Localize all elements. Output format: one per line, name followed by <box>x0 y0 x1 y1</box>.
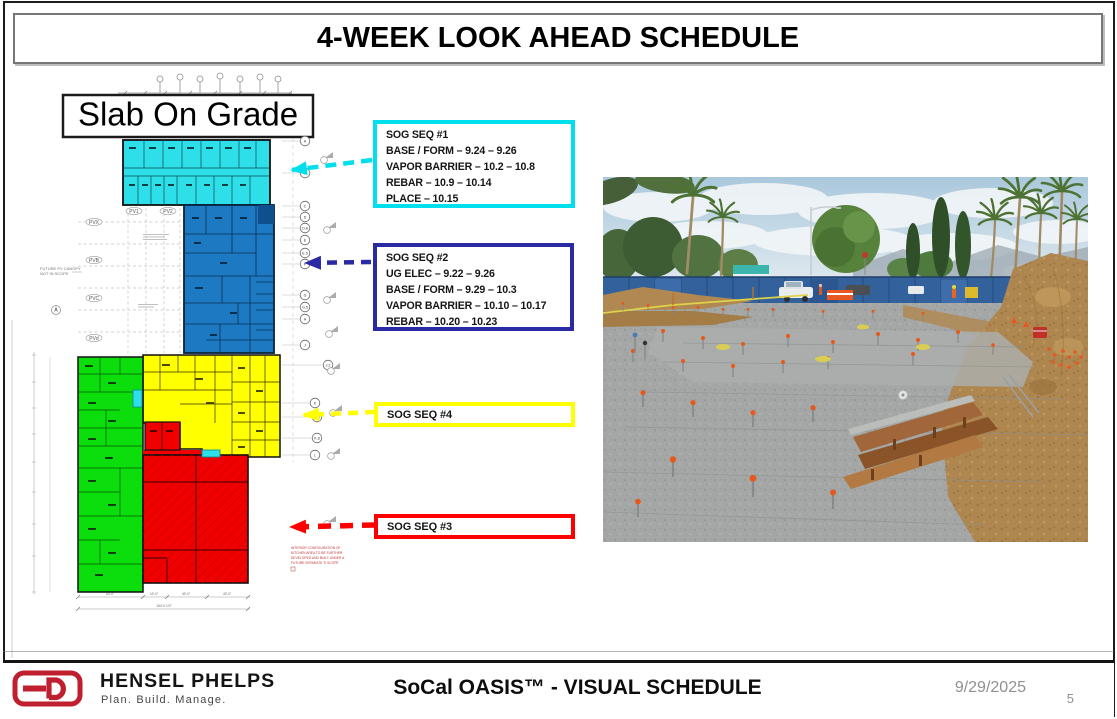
region-green <box>77 356 144 593</box>
svg-text:KITCHEN AREA TO BE FURTHER: KITCHEN AREA TO BE FURTHER <box>291 551 343 555</box>
svg-text:J: J <box>304 343 306 347</box>
svg-text:PVd: PVd <box>89 336 99 342</box>
svg-text:E: E <box>304 238 307 242</box>
flag-cluster <box>1047 347 1083 369</box>
svg-text:K.3: K.3 <box>314 415 319 419</box>
dirt-mound <box>941 253 1088 542</box>
plan-label: Slab On Grade <box>78 96 298 133</box>
callout-sog-seq-1: SOG SEQ #1 BASE / FORM – 9.24 – 9.26 VAP… <box>373 120 575 208</box>
svg-text:FUTURE PV CANOPY: FUTURE PV CANOPY <box>40 266 81 271</box>
svg-text:K.8: K.8 <box>314 436 319 440</box>
region-sog-seq-3 <box>142 421 249 584</box>
plan-left-dimensions <box>11 320 51 658</box>
callout-sog-seq-2: SOG SEQ #2 UG ELEC – 9.22 – 9.26 BASE / … <box>373 243 574 331</box>
svg-text:PVB: PVB <box>89 258 100 264</box>
dirt-berms <box>603 287 1008 337</box>
slide-title-box: 4-WEEK LOOK AHEAD SCHEDULE <box>13 13 1103 64</box>
svg-text:J.2: J.2 <box>326 363 331 367</box>
callout-line: REBAR – 10.20 – 10.23 <box>386 316 498 328</box>
hensel-phelps-logo-icon <box>12 670 83 707</box>
street-light <box>810 206 868 275</box>
north-indicator <box>51 305 61 315</box>
callout-line: BASE / FORM – 9.24 – 9.26 <box>386 145 517 157</box>
svg-text:PV1: PV1 <box>129 209 139 215</box>
svg-text:D: D <box>304 215 307 219</box>
svg-text:G.5: G.5 <box>302 305 308 309</box>
svg-text:40'-0": 40'-0" <box>182 592 190 596</box>
svg-text:C: C <box>304 204 307 208</box>
svg-text:10'-0": 10'-0" <box>150 592 158 596</box>
pv-canopy-area <box>78 208 184 353</box>
callout-line: BASE / FORM – 9.29 – 10.3 <box>386 284 517 296</box>
cyan-inset-2 <box>132 389 143 408</box>
future-canopy-note: FUTURE PV CANOPY NOT IN SCOPE <box>40 266 82 276</box>
callout-line: VAPOR BARRIER – 10.10 – 10.17 <box>386 300 547 312</box>
callout-title: SOG SEQ #1 <box>386 129 449 141</box>
svg-text:INTERIOR CONFIGURATION OF: INTERIOR CONFIGURATION OF <box>291 546 341 550</box>
svg-text:PV2: PV2 <box>163 209 173 215</box>
callout-line: REBAR – 10.9 – 10.14 <box>386 177 492 189</box>
svg-text:154'-0 1/2": 154'-0 1/2" <box>156 604 171 608</box>
footer-company-name: HENSEL PHELPS <box>100 670 276 692</box>
callout-title: SOG SEQ #2 <box>386 252 449 264</box>
svg-text:DEVELOPED AND BUILT UNDER A: DEVELOPED AND BUILT UNDER A <box>291 556 345 560</box>
svg-text:L: L <box>314 453 316 457</box>
svg-text:40'-0": 40'-0" <box>106 592 114 596</box>
region-sog-seq-2 <box>183 204 275 354</box>
gas-canopy <box>733 265 769 277</box>
page-number: 5 <box>1066 691 1074 706</box>
svg-text:E.5: E.5 <box>302 251 307 255</box>
plan-top-dimensions <box>118 79 292 94</box>
footer-company-tagline: Plan. Build. Manage. <box>101 694 227 706</box>
pv-labels: PV1 PV2 PVX PVB PVC PVd <box>85 207 177 342</box>
section-markers <box>320 151 343 528</box>
footer-date: 9/29/2025 <box>954 679 1026 696</box>
callout-title: SOG SEQ #3 <box>387 520 453 533</box>
svg-text:A: A <box>304 139 307 143</box>
footer-divider-thin <box>3 651 1114 652</box>
plan-micro-notes <box>138 234 169 308</box>
site-photo <box>603 177 1088 542</box>
survey-markers <box>156 72 282 83</box>
callout-line: PLACE – 10.15 <box>386 193 459 205</box>
floor-plan: Slab On Grade PV1 PV2 PVX PVB PVC PVd <box>11 72 345 658</box>
survey-stakes <box>621 301 996 518</box>
cyan-inset-1 <box>201 449 221 458</box>
barriers-workers <box>818 283 956 300</box>
pad-markers <box>716 317 1083 418</box>
callout-line: UG ELEC – 9.22 – 9.26 <box>386 268 495 280</box>
dimension-ticks <box>122 90 293 96</box>
caution-tape <box>603 287 809 314</box>
callout-title: SOG SEQ #4 <box>387 408 453 421</box>
callout-sog-seq-4: SOG SEQ #4 <box>374 402 575 427</box>
slide-title: 4-WEEK LOOK AHEAD SCHEDULE <box>316 22 800 54</box>
kitchen-note: INTERIOR CONFIGURATION OF KITCHEN AREA T… <box>290 546 345 572</box>
footer: HENSEL PHELPS Plan. Build. Manage. SoCal… <box>3 660 1114 719</box>
svg-text:FUTURE SEPARATE TI SCOPE: FUTURE SEPARATE TI SCOPE <box>291 561 339 565</box>
callout-sog-seq-3: SOG SEQ #3 <box>374 514 575 539</box>
region-sog-seq-1 <box>122 139 271 206</box>
svg-text:NOT IN SCOPE: NOT IN SCOPE <box>40 271 69 276</box>
svg-text:PVC: PVC <box>89 296 100 302</box>
plan-label-box: Slab On Grade <box>61 93 315 139</box>
region-sog-seq-4 <box>142 354 281 458</box>
svg-text:G: G <box>304 293 307 297</box>
svg-text:D.8: D.8 <box>302 226 308 230</box>
wood-formwork <box>843 395 998 489</box>
plan-bottom-dimensions: 40'-0" 10'-0" 40'-0" 40'-0" 154'-0 1/2" <box>75 592 251 612</box>
svg-text:40'-0": 40'-0" <box>223 592 231 596</box>
svg-text:K: K <box>314 401 317 405</box>
callout-line: VAPOR BARRIER – 10.2 – 10.8 <box>386 161 535 173</box>
footer-title: SoCal OASIS™ - VISUAL SCHEDULE <box>393 676 762 699</box>
svg-text:H: H <box>304 317 307 321</box>
svg-text:PVX: PVX <box>89 220 100 226</box>
slab-surface <box>603 327 1088 526</box>
